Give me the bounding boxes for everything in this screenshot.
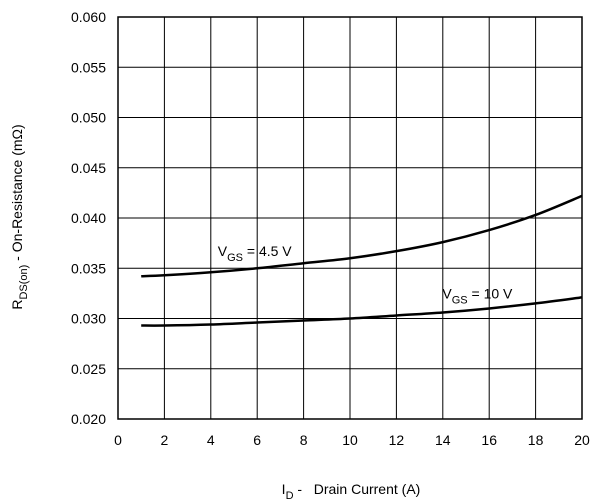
x-tick-label: 6 [253,432,261,448]
y-tick-label: 0.050 [71,110,106,126]
x-tick-label: 10 [342,432,358,448]
x-axis-title: ID - Drain Current (A) [282,481,421,502]
y-tick-label: 0.045 [71,160,106,176]
y-tick-label: 0.040 [71,210,106,226]
y-tick-label: 0.020 [71,411,106,427]
x-tick-label: 4 [207,432,215,448]
x-tick-label: 20 [574,432,590,448]
series-line-1 [141,296,583,327]
y-tick-label: 0.030 [71,311,106,327]
x-tick-label: 12 [389,432,405,448]
plot-frame [117,16,583,420]
series-curves [141,194,583,327]
y-axis-title: RDS(on) - On-Resistance (mΩ) [9,124,30,309]
x-tick-label: 16 [481,432,497,448]
y-tick-label: 0.060 [71,9,106,25]
y-tick-label: 0.025 [71,361,106,377]
x-tick-label: 8 [300,432,308,448]
x-tick-label: 18 [528,432,544,448]
series-line-0 [141,194,583,278]
series-annotations: VGS = 4.5 V VGS = 10 V [218,243,513,306]
x-tick-label: 0 [114,432,122,448]
grid [117,16,583,420]
series-annotation: VGS = 4.5 V [218,243,293,264]
x-tick-label: 14 [435,432,451,448]
y-tick-labels: 0.020 0.025 0.030 0.035 0.040 0.045 0.050 0.055… [71,9,106,427]
x-tick-labels: 0 2 4 6 8 10 12 14 16 18 20 [114,432,590,448]
y-tick-label: 0.035 [71,260,106,276]
y-tick-label: 0.055 [71,59,106,75]
x-tick-label: 2 [161,432,169,448]
series-annotation: VGS = 10 V [442,285,513,306]
